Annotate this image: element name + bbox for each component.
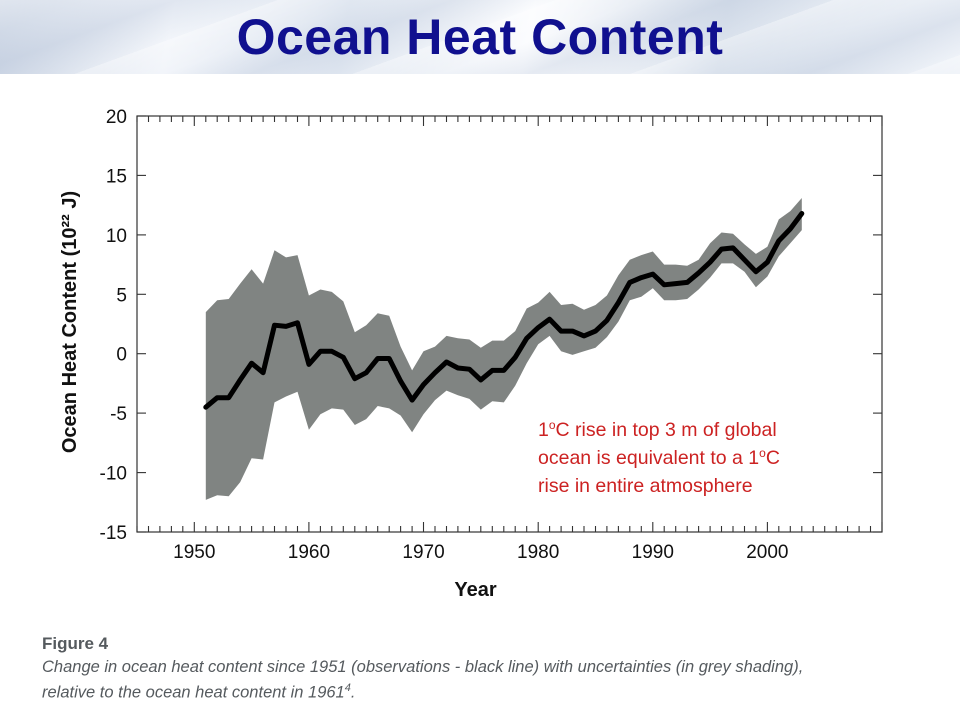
y-tick-label: 10: [106, 226, 127, 247]
annotation-note: 1oC rise in top 3 m of global ocean is e…: [538, 416, 858, 500]
x-tick-label: 1980: [517, 542, 559, 563]
x-tick-label: 1970: [402, 542, 444, 563]
x-tick-label: 1950: [173, 542, 215, 563]
y-tick-label: -15: [100, 523, 127, 544]
annotation-line-1: 1oC rise in top 3 m of global: [538, 418, 777, 441]
x-tick-label: 1960: [288, 542, 330, 563]
y-tick-label: 0: [116, 345, 127, 366]
ocean-heat-chart: 1950 1960 1970 1980 1990 2000 20 15 10 5 0 -5 -10 -15…: [59, 107, 883, 601]
x-tick-label: 1990: [632, 542, 674, 563]
figure-caption: Figure 4 Change in ocean heat content si…: [42, 634, 942, 704]
y-tick-label: -5: [110, 404, 127, 425]
y-tick-label: 15: [106, 166, 127, 187]
annotation-line-2: ocean is equivalent to a 1oC: [538, 446, 780, 469]
title-banner: Ocean Heat Content: [0, 0, 960, 74]
x-tick-label: 2000: [746, 542, 788, 563]
plot-frame: [136, 115, 883, 533]
x-axis-label: Year: [454, 579, 496, 601]
y-tick-label: 5: [116, 285, 127, 306]
y-axis-label: Ocean Heat Content (10²² J): [59, 191, 81, 453]
annotation-line-3: rise in entire atmosphere: [538, 475, 753, 497]
slide-title: Ocean Heat Content: [236, 9, 724, 65]
figure-label: Figure 4: [42, 634, 109, 653]
figure-caption-text: Change in ocean heat content since 1951 …: [42, 658, 804, 702]
y-tick-label: -10: [100, 464, 127, 485]
y-tick-label: 20: [106, 107, 127, 128]
